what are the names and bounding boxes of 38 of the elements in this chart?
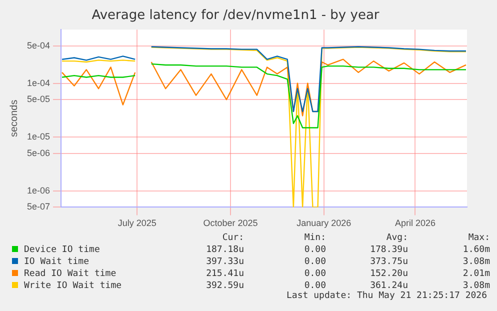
legend-label: Read IO Wait time [23,268,118,280]
text: 0.00 [303,244,326,256]
y-tick-label: 1e-05 [26,132,50,142]
legend-label: Write IO Wait time [23,280,123,292]
text: 1.60m [462,244,490,256]
text: 152.20u [369,268,408,280]
chart-title: Average latency for /dev/nvme1n1 - by year [92,8,380,24]
text: 187.18u [205,244,244,256]
text: Max: [467,232,490,244]
text: Min: [303,232,326,244]
legend-label: IO Wait time [23,256,90,268]
x-tick-label: April 2026 [394,218,436,228]
text: 392.59u [205,280,244,292]
y-tick-label: 5e-07 [26,202,50,212]
text: 3.08m [462,256,490,268]
y-tick-label: 1e-04 [26,78,50,88]
text: 0.00 [303,280,326,291]
x-tick-label: July 2025 [118,218,156,228]
text: 0.00 [303,256,326,268]
text: 215.41u [205,268,244,280]
x-tick-label: October 2025 [203,218,258,228]
y-tick-label: 5e-05 [26,94,50,104]
text: Avg: [385,232,408,244]
legend-label: Device IO time [23,244,101,256]
text: 178.39u [369,244,408,256]
text: Last update: Thu May 21 21:25:17 2026 [286,291,487,301]
text: 361.24u [369,280,408,291]
y-axis-title: seconds [8,100,20,138]
y-tick-label: 5e-04 [26,40,50,50]
text: 3.08m [462,280,490,291]
y-tick-label: 5e-06 [26,148,50,158]
text: 0.00 [303,268,326,280]
y-tick-label: 1e-06 [26,185,50,196]
text: 2.01m [462,268,490,280]
text: 373.75u [369,256,408,268]
text: Cur: [221,232,244,244]
x-tick-label: January 2026 [296,218,352,228]
text: 397.33u [205,256,244,268]
